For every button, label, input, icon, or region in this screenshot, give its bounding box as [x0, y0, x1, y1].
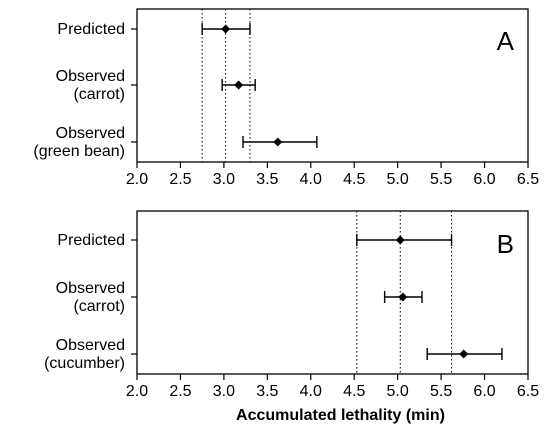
category-label: Predicted — [57, 232, 125, 249]
category-label: (cucumber) — [44, 355, 125, 372]
x-tick-label: 3.5 — [256, 171, 278, 188]
plot-frame — [136, 8, 529, 163]
x-tick-label: 5.0 — [387, 383, 409, 400]
x-tick-label: 6.5 — [517, 171, 539, 188]
data-point — [221, 24, 231, 34]
x-tick-label: 5.5 — [430, 171, 452, 188]
data-point — [273, 137, 283, 147]
data-point — [459, 349, 469, 359]
x-tick-label: 2.5 — [169, 383, 191, 400]
x-tick-label: 2.5 — [169, 171, 191, 188]
category-label: Observed — [56, 125, 125, 142]
category-label: Predicted — [57, 21, 125, 38]
x-tick-label: 6.5 — [517, 383, 539, 400]
plot-frame — [136, 210, 529, 375]
x-tick-label: 6.0 — [473, 383, 495, 400]
data-point — [395, 235, 405, 245]
category-label: Observed — [56, 280, 125, 297]
x-axis-label: Accumulated lethality (min) — [236, 407, 445, 424]
x-tick-label: 6.0 — [473, 171, 495, 188]
category-label: (carrot) — [73, 86, 125, 103]
x-tick-label: 4.0 — [300, 383, 322, 400]
category-label: (carrot) — [73, 298, 125, 315]
data-point — [398, 292, 408, 302]
x-tick-label: 4.0 — [300, 171, 322, 188]
panel-b: PredictedObserved(carrot)Observed(cucumb… — [44, 210, 539, 424]
x-tick-label: 2.0 — [126, 383, 148, 400]
x-tick-label: 4.5 — [343, 171, 365, 188]
panel-letter: A — [497, 26, 515, 56]
x-tick-label: 3.0 — [213, 171, 235, 188]
category-label: Observed — [56, 68, 125, 85]
category-label: (green bean) — [33, 143, 125, 160]
x-tick-label: 3.5 — [256, 383, 278, 400]
x-tick-label: 5.0 — [387, 171, 409, 188]
x-tick-label: 2.0 — [126, 171, 148, 188]
panel-letter: B — [497, 229, 514, 259]
x-tick-label: 3.0 — [213, 383, 235, 400]
data-point — [234, 80, 244, 90]
x-tick-label: 4.5 — [343, 383, 365, 400]
panel-a: PredictedObserved(carrot)Observed(green … — [33, 8, 539, 188]
x-tick-label: 5.5 — [430, 383, 452, 400]
category-label: Observed — [56, 337, 125, 354]
